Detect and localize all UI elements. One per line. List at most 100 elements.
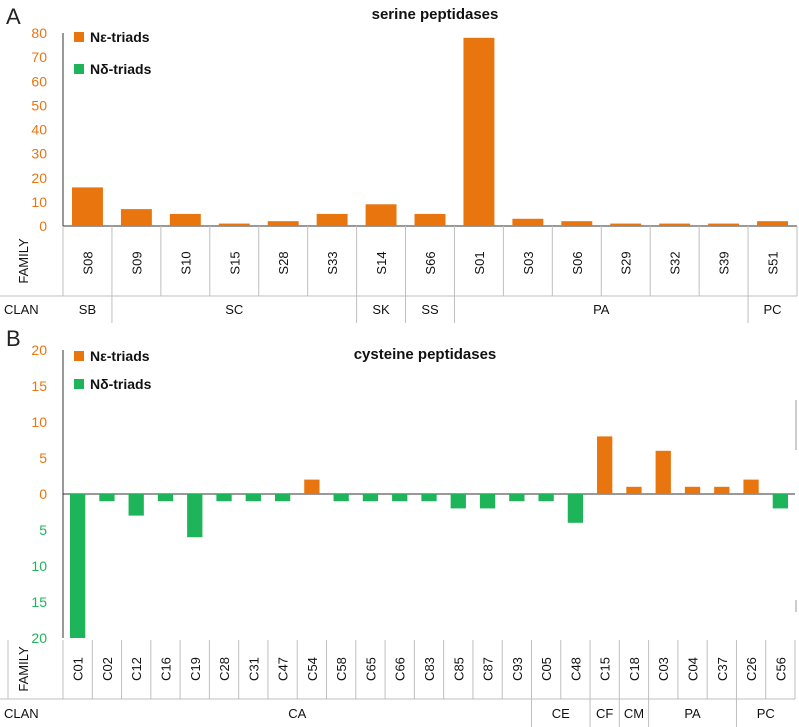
panel-a-clan-label: SC [225, 302, 243, 317]
panel-a-legend-nd-label: Nδ-triads [90, 61, 152, 77]
panel-b-family-label: C93 [510, 657, 525, 681]
panel-b-bar-nd [274, 494, 291, 502]
panel-a-bar-ne [120, 209, 152, 226]
panel-b-bar-ne [626, 486, 642, 494]
panel-a-family-label: S03 [521, 251, 536, 274]
panel-b-family-label: C19 [188, 657, 203, 681]
panel-b-bar-nd [362, 494, 379, 502]
panel-b-family-label: C18 [627, 657, 642, 681]
panel-b-bar-nd [772, 494, 788, 509]
panel-a-family-label: S33 [325, 251, 340, 274]
panel-a-clan-label: SK [372, 302, 390, 317]
panel-b-letter: B [6, 326, 21, 351]
panel-a-ytick-label: 20 [31, 170, 47, 186]
panel-b-family-label: C16 [158, 657, 173, 681]
panel-b-family-label: C47 [276, 657, 291, 681]
panel-b-bar-nd [128, 494, 144, 516]
panel-b-bar-ne [597, 436, 613, 494]
panel-b-family-label: C85 [451, 657, 466, 681]
panel-b-clan-label: CM [624, 706, 644, 721]
panel-b-bar-nd [392, 494, 408, 502]
panel-a-bar-ne [610, 223, 642, 226]
panel-a-ytick-label: 70 [31, 49, 47, 65]
panel-a-family-label: S29 [619, 251, 634, 274]
panel-a-clan-label: PC [764, 302, 782, 317]
panel-b-family-label: C03 [656, 657, 671, 681]
panel-b-bar-nd [450, 494, 466, 509]
panel-b-bar-nd [479, 494, 496, 509]
panel-b-family-label: C15 [598, 657, 613, 681]
panel-a-ytick-label: 50 [31, 97, 47, 113]
panel-a-family-label: S28 [276, 251, 291, 274]
panel-a-family-label: S01 [472, 251, 487, 274]
panel-a-bar-ne [316, 213, 348, 226]
panel-b-clan-label: PC [757, 706, 775, 721]
panel-a-family-label: S14 [374, 251, 389, 274]
panel-b: B cysteine peptidases Nε-triads Nδ-triad… [0, 326, 796, 727]
panel-a-bar-ne [72, 187, 103, 226]
panel-a-clan-row-label: CLAN [4, 302, 39, 317]
panel-b-ytick-down-label: 10 [31, 558, 47, 574]
panel-a-family-label: S10 [178, 251, 193, 274]
panel-b-family-label: C65 [363, 657, 378, 681]
panel-b-clan-label: PA [684, 706, 701, 721]
panel-b-family-label: C37 [715, 657, 730, 681]
panel-b-bar-ne [655, 450, 671, 494]
panel-b-family-label: C05 [539, 657, 554, 681]
panel-b-family-label: C28 [217, 657, 232, 681]
panel-b-ytick-up-label: 5 [39, 450, 47, 466]
panel-b-ytick-down-label: 5 [39, 522, 47, 538]
panel-b-bar-nd [70, 494, 86, 638]
panel-b-clan-label: CE [552, 706, 570, 721]
panel-b-family-label: C04 [686, 657, 701, 681]
panel-a-family-label: S09 [129, 251, 144, 274]
panel-b-legend-nd-swatch [74, 379, 84, 389]
panel-a-bar-ne [659, 223, 691, 226]
panel-a: A serine peptidases Nε-triads Nδ-triads … [0, 4, 798, 323]
panel-a-letter: A [6, 4, 21, 29]
panel-a-bar-ne [218, 223, 250, 226]
panel-a-family-label: S15 [227, 251, 242, 274]
panel-b-ytick-up-label: 15 [31, 378, 47, 394]
panel-b-bar-ne [304, 479, 320, 494]
panel-a-family-row-label: FAMILY [16, 238, 31, 284]
panel-b-bar-nd [157, 494, 174, 502]
panel-a-ytick-label: 80 [31, 25, 47, 41]
panel-b-bar-nd [99, 494, 115, 502]
panel-a-bar-ne [169, 213, 201, 226]
panel-a-family-label: S51 [766, 251, 781, 274]
panel-b-family-label: C66 [393, 657, 408, 681]
panel-b-ytick-down-label: 15 [31, 594, 47, 610]
panel-a-ytick-label: 60 [31, 73, 47, 89]
panel-a-ytick-label: 10 [31, 194, 47, 210]
panel-a-family-label: S66 [423, 251, 438, 274]
panel-a-family-label: S08 [80, 251, 95, 274]
panel-b-family-label: C01 [71, 657, 86, 681]
panel-b-legend-nd-label: Nδ-triads [90, 376, 152, 392]
panel-a-bar-ne [267, 221, 299, 226]
panel-b-legend-ne-swatch [74, 351, 84, 361]
panel-b-family-label: C48 [568, 657, 583, 681]
panel-a-bar-ne [561, 221, 593, 226]
panel-b-bar-ne [714, 486, 730, 494]
panel-a-clan-label: PA [593, 302, 610, 317]
panel-a-title: serine peptidases [372, 6, 499, 23]
panel-a-bar-ne [414, 213, 446, 226]
panel-b-family-label: C56 [773, 657, 788, 681]
panel-a-family-label: S39 [717, 251, 732, 274]
panel-a-legend-ne-swatch [74, 32, 84, 42]
panel-a-bar-ne [708, 223, 740, 226]
panel-b-family-label: C54 [305, 657, 320, 681]
panel-b-ytick-up-label: 10 [31, 414, 47, 430]
panel-a-clan-label: SS [421, 302, 439, 317]
panel-a-bar-ne [512, 218, 544, 226]
panel-b-ytick-down-label: 20 [31, 630, 47, 646]
panel-a-bar-ne [757, 221, 788, 226]
panel-b-family-label: C02 [100, 657, 115, 681]
panel-b-family-label: C31 [246, 657, 261, 681]
panel-b-bar-nd [245, 494, 261, 502]
panel-b-bar-nd [567, 494, 584, 523]
panel-b-bar-nd [509, 494, 525, 502]
panel-b-family-label: C58 [334, 657, 349, 681]
